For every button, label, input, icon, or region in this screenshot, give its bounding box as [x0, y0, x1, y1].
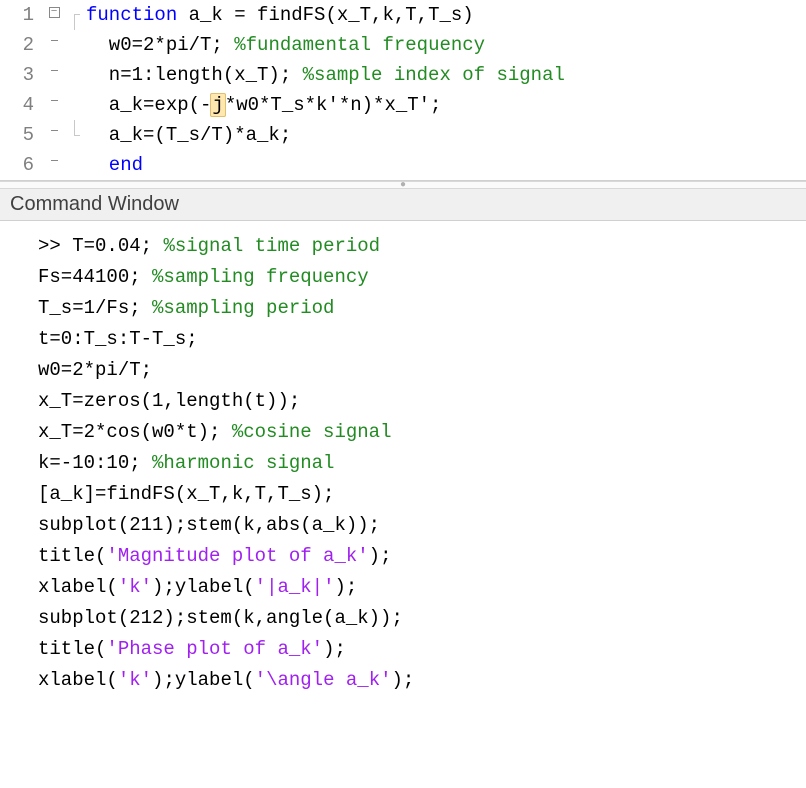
divider-grip-icon: ●	[400, 183, 406, 189]
command-token: T_s=1/Fs;	[38, 297, 152, 319]
command-line[interactable]: xlabel('k');ylabel('\angle a_k');	[38, 665, 798, 696]
command-token: 'Phase plot of a_k'	[106, 638, 323, 660]
command-token: title(	[38, 638, 106, 660]
command-line[interactable]: Fs=44100; %sampling frequency	[38, 262, 798, 293]
editor-line[interactable]: 4 a_k=exp(-j*w0*T_s*k'*n)*x_T';	[0, 90, 806, 120]
editor-line[interactable]: 5 a_k=(T_s/T)*a_k;	[0, 120, 806, 150]
command-token: subplot(211);stem(k,abs(a_k));	[38, 514, 380, 536]
command-token: %signal time period	[163, 235, 380, 257]
editor-line[interactable]: 1− function a_k = findFS(x_T,k,T,T_s)	[0, 0, 806, 30]
command-line[interactable]: subplot(211);stem(k,abs(a_k));	[38, 510, 798, 541]
command-token: k=-10:10;	[38, 452, 152, 474]
command-window-title: Command Window	[0, 189, 806, 221]
fold-dash-icon	[49, 65, 60, 76]
code-text[interactable]: n=1:length(x_T); %sample index of signal	[86, 60, 806, 90]
command-line[interactable]: k=-10:10; %harmonic signal	[38, 448, 798, 479]
command-token: );	[335, 576, 358, 598]
code-token: a_k = findFS(x_T,k,T,T_s)	[189, 4, 474, 26]
command-token: x_T=zeros(1,length(t));	[38, 390, 300, 412]
command-token: %harmonic signal	[152, 452, 334, 474]
command-token: xlabel(	[38, 669, 118, 691]
fold-dash-icon	[49, 155, 60, 166]
command-token: );	[392, 669, 415, 691]
editor-pane[interactable]: 1−function a_k = findFS(x_T,k,T,T_s)2 w0…	[0, 0, 806, 181]
pane-divider[interactable]: ●	[0, 181, 806, 189]
command-line[interactable]: subplot(212);stem(k,angle(a_k));	[38, 603, 798, 634]
code-token: a_k=exp(-	[86, 94, 211, 116]
command-token: T=0.04;	[72, 235, 163, 257]
fold-indicator[interactable]	[40, 30, 68, 60]
line-number: 1	[0, 0, 40, 30]
code-token: *w0*T_s*k'*n)*x_T';	[225, 94, 442, 116]
command-token: subplot(212);stem(k,angle(a_k));	[38, 607, 403, 629]
fold-indicator[interactable]	[40, 60, 68, 90]
editor-line[interactable]: 6 end	[0, 150, 806, 180]
editor-line[interactable]: 3 n=1:length(x_T); %sample index of sign…	[0, 60, 806, 90]
command-token: );ylabel(	[152, 669, 255, 691]
fold-indicator[interactable]: −	[40, 0, 68, 30]
fold-dash-icon	[49, 95, 60, 106]
command-token: [a_k]=findFS(x_T,k,T,T_s);	[38, 483, 334, 505]
code-text[interactable]: a_k=(T_s/T)*a_k;	[86, 120, 806, 150]
command-token: x_T=2*cos(w0*t);	[38, 421, 232, 443]
code-text[interactable]: end	[86, 150, 806, 180]
command-token: title(	[38, 545, 106, 567]
line-number: 5	[0, 120, 40, 150]
command-line[interactable]: title('Magnitude plot of a_k');	[38, 541, 798, 572]
code-token: %sample index of signal	[303, 64, 565, 86]
command-token: '\angle a_k'	[255, 669, 392, 691]
command-token: %sampling period	[152, 297, 334, 319]
line-number: 2	[0, 30, 40, 60]
command-line[interactable]: [a_k]=findFS(x_T,k,T,T_s);	[38, 479, 798, 510]
command-line[interactable]: w0=2*pi/T;	[38, 355, 798, 386]
command-token: %cosine signal	[232, 421, 392, 443]
command-token: w0=2*pi/T;	[38, 359, 152, 381]
code-token: function	[86, 4, 189, 26]
fold-dash-icon	[49, 125, 60, 136]
command-token: t=0:T_s:T-T_s;	[38, 328, 198, 350]
command-line[interactable]: title('Phase plot of a_k');	[38, 634, 798, 665]
command-line[interactable]: T_s=1/Fs; %sampling period	[38, 293, 798, 324]
command-token: );	[369, 545, 392, 567]
code-token: n=1:length(x_T);	[86, 64, 303, 86]
line-number: 3	[0, 60, 40, 90]
command-token: 'k'	[118, 669, 152, 691]
command-token: );	[323, 638, 346, 660]
line-number: 6	[0, 150, 40, 180]
code-text[interactable]: w0=2*pi/T; %fundamental frequency	[86, 30, 806, 60]
fold-indicator[interactable]	[40, 120, 68, 150]
command-token: Fs=44100;	[38, 266, 152, 288]
command-token: '|a_k|'	[255, 576, 335, 598]
fold-minus-icon[interactable]: −	[49, 7, 60, 18]
code-token: %fundamental frequency	[234, 34, 485, 56]
code-token: a_k=(T_s/T)*a_k;	[86, 124, 291, 146]
code-token: w0=2*pi/T;	[86, 34, 234, 56]
command-line[interactable]: t=0:T_s:T-T_s;	[38, 324, 798, 355]
fold-indicator[interactable]	[40, 150, 68, 180]
command-token: );ylabel(	[152, 576, 255, 598]
command-line[interactable]: xlabel('k');ylabel('|a_k|');	[38, 572, 798, 603]
command-token: xlabel(	[38, 576, 118, 598]
editor-line[interactable]: 2 w0=2*pi/T; %fundamental frequency	[0, 30, 806, 60]
code-text[interactable]: a_k=exp(-j*w0*T_s*k'*n)*x_T';	[86, 90, 806, 120]
command-prompt: >>	[38, 235, 72, 257]
fold-indicator[interactable]	[40, 90, 68, 120]
command-token: 'k'	[118, 576, 152, 598]
code-token: end	[86, 154, 143, 176]
command-line[interactable]: >> T=0.04; %signal time period	[38, 231, 798, 262]
command-line[interactable]: x_T=zeros(1,length(t));	[38, 386, 798, 417]
command-token: 'Magnitude plot of a_k'	[106, 545, 368, 567]
line-number: 4	[0, 90, 40, 120]
command-token: %sampling frequency	[152, 266, 369, 288]
code-text[interactable]: function a_k = findFS(x_T,k,T,T_s)	[86, 0, 806, 30]
fold-dash-icon	[49, 35, 60, 46]
command-line[interactable]: x_T=2*cos(w0*t); %cosine signal	[38, 417, 798, 448]
code-token: j	[210, 93, 225, 117]
command-window-body[interactable]: >> T=0.04; %signal time periodFs=44100; …	[0, 221, 806, 706]
